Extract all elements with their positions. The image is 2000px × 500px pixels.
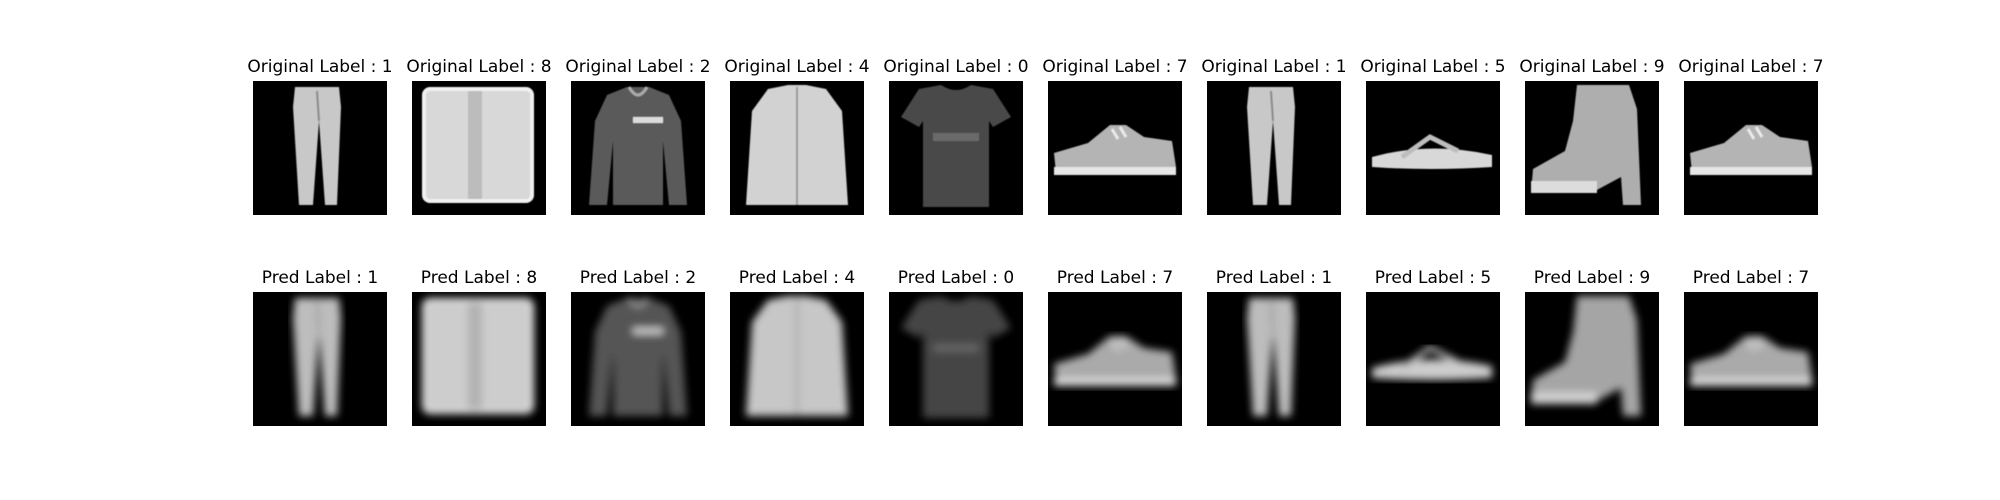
original-image [1525,81,1659,215]
ankle-boot-icon [1525,81,1659,215]
sandal-icon [1366,81,1500,215]
pred-label: Pred Label : 7 [1056,268,1174,288]
original-label: Original Label : 7 [1042,57,1188,77]
original-label: Original Label : 1 [1201,57,1347,77]
tshirt-icon [889,81,1023,215]
sneaker-icon [1684,292,1818,426]
pred-label: Pred Label : 1 [1215,268,1333,288]
coat-icon [730,81,864,215]
tshirt-icon [889,292,1023,426]
pred-image [1048,292,1182,426]
pred-label: Pred Label : 2 [579,268,697,288]
pred-image [571,292,705,426]
original-image [1366,81,1500,215]
pred-image [1366,292,1500,426]
original-label: Original Label : 2 [565,57,711,77]
original-label: Original Label : 0 [883,57,1029,77]
original-image [1684,81,1818,215]
pred-image [1684,292,1818,426]
pred-label: Pred Label : 5 [1374,268,1492,288]
pred-label: Pred Label : 8 [420,268,538,288]
trouser-icon [253,81,387,215]
ankle-boot-icon [1525,292,1659,426]
pred-image [412,292,546,426]
trouser-icon [253,292,387,426]
original-image [571,81,705,215]
pred-image [1207,292,1341,426]
original-label: Original Label : 1 [247,57,393,77]
trouser-icon [1207,81,1341,215]
bag-icon [412,81,546,215]
pred-label: Pred Label : 9 [1533,268,1651,288]
pred-image [1525,292,1659,426]
sneaker-icon [1048,81,1182,215]
pullover-icon [571,292,705,426]
original-image [1207,81,1341,215]
original-image [730,81,864,215]
pred-label: Pred Label : 7 [1692,268,1810,288]
original-label: Original Label : 7 [1678,57,1824,77]
original-label: Original Label : 8 [406,57,552,77]
pullover-icon [571,81,705,215]
original-label: Original Label : 5 [1360,57,1506,77]
pred-label: Pred Label : 4 [738,268,856,288]
sneaker-icon [1048,292,1182,426]
pred-label: Pred Label : 1 [261,268,379,288]
coat-icon [730,292,864,426]
original-image [253,81,387,215]
original-label: Original Label : 9 [1519,57,1665,77]
pred-image [730,292,864,426]
pred-label: Pred Label : 0 [897,268,1015,288]
sneaker-icon [1684,81,1818,215]
pred-image [253,292,387,426]
original-image [1048,81,1182,215]
sandal-icon [1366,292,1500,426]
pred-image [889,292,1023,426]
original-image [412,81,546,215]
trouser-icon [1207,292,1341,426]
bag-icon [412,292,546,426]
original-image [889,81,1023,215]
original-label: Original Label : 4 [724,57,870,77]
